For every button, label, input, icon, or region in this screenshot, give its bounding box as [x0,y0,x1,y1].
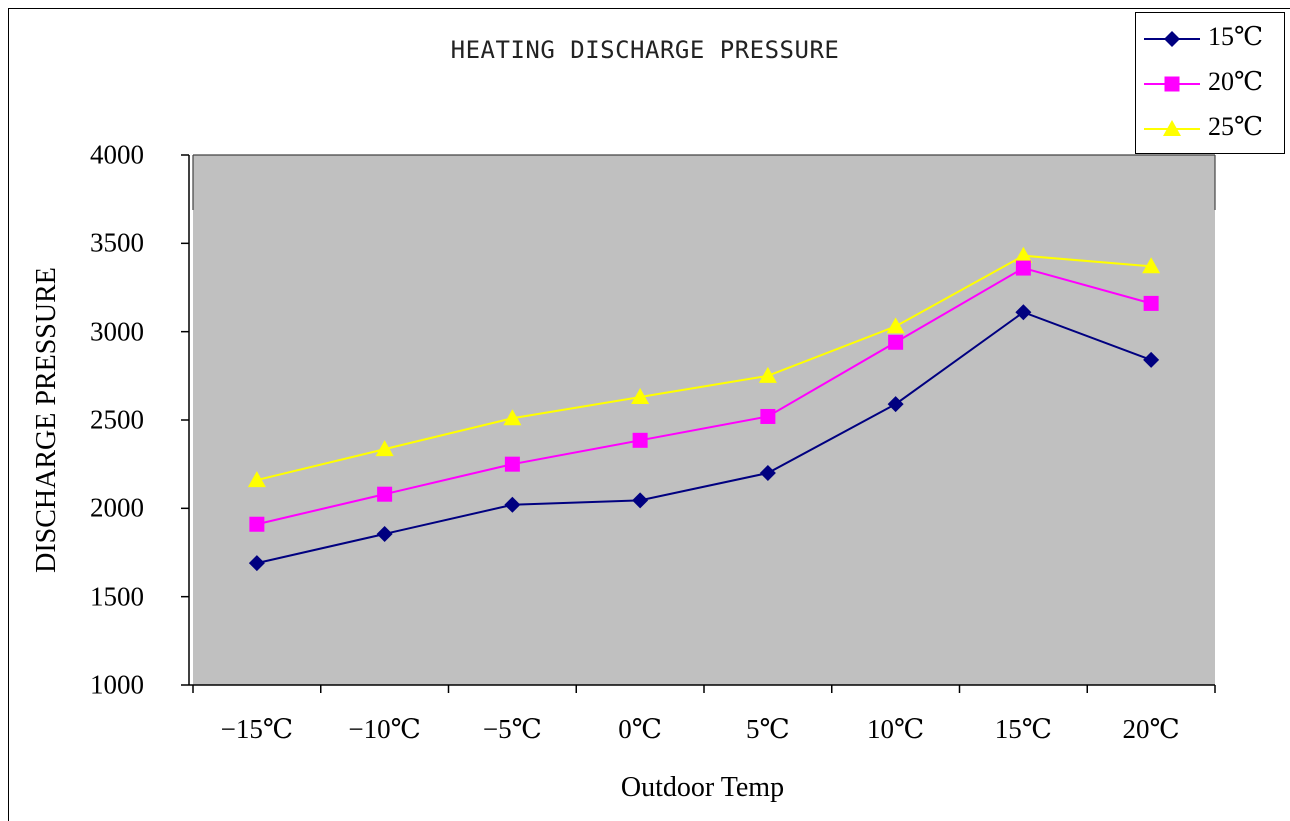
series-2-point [631,388,650,405]
x-tick-label: 20℃ [1122,714,1180,744]
x-tick-label: 5℃ [746,714,790,744]
legend-swatch [1144,31,1200,47]
legend: 15℃ 20℃ 25℃ [1135,12,1285,154]
series-1-point [632,432,648,448]
series-1-point [1015,260,1031,276]
series-1-point [888,334,904,350]
series-line-2 [256,254,1152,482]
x-tick-label: −5℃ [482,714,542,744]
legend-label: 15℃ [1208,22,1264,51]
series-2-point [247,471,266,488]
series-1-point [377,486,393,502]
y-tick-label: 1000 [90,669,144,700]
series-2-point [503,409,522,426]
legend-swatch [1144,76,1200,92]
series-0-point [632,492,649,509]
legend-label: 25℃ [1208,112,1264,141]
x-tick-label: 15℃ [994,714,1052,744]
series-2-point [886,317,905,334]
x-tick-label: 10℃ [867,714,925,744]
series-1-point [249,516,265,532]
y-tick-label: 2500 [90,404,144,435]
x-tick-label: −15℃ [220,714,294,744]
chart-title: HEATING DISCHARGE PRESSURE [450,36,840,64]
series-1-point [760,408,776,424]
x-tick-label: −10℃ [348,714,421,744]
legend-label: 20℃ [1208,67,1264,96]
series-2-point [758,366,777,383]
legend-swatch [1144,120,1200,136]
series-0-point [376,525,393,542]
y-tick-label: 2000 [90,492,144,523]
series-line-1 [256,266,1152,526]
series-0-point [759,465,776,481]
series-1-point [1143,295,1159,311]
y-tick-label: 4000 [90,139,144,170]
series-2-point [1142,257,1161,274]
x-tick-label: 0℃ [618,714,662,744]
series-line-0 [256,311,1152,565]
plot-background [193,155,1215,685]
legend-marker [1164,31,1180,47]
series-0-point [887,396,904,413]
chart-frame [8,8,1290,821]
legend-item: 20℃ [1136,62,1286,106]
x-axis-label: Outdoor Temp [620,772,785,803]
legend-item: 25℃ [1136,107,1286,151]
series-0-point [504,496,521,513]
y-tick-label: 3000 [90,316,144,347]
legend-marker [1164,76,1180,92]
y-tick-label: 1500 [90,581,144,612]
series-0-point [1143,351,1160,368]
y-axis-label: DISCHARGE PRESSURE [31,267,62,573]
y-tick-label: 3500 [90,227,144,258]
legend-marker [1163,120,1181,136]
series-2-point [375,440,394,457]
legend-item: 15℃ [1136,17,1286,61]
series-1-point [504,456,520,472]
series-2-point [1014,246,1033,263]
series-0-point [1015,304,1032,321]
series-0-point [248,555,265,572]
